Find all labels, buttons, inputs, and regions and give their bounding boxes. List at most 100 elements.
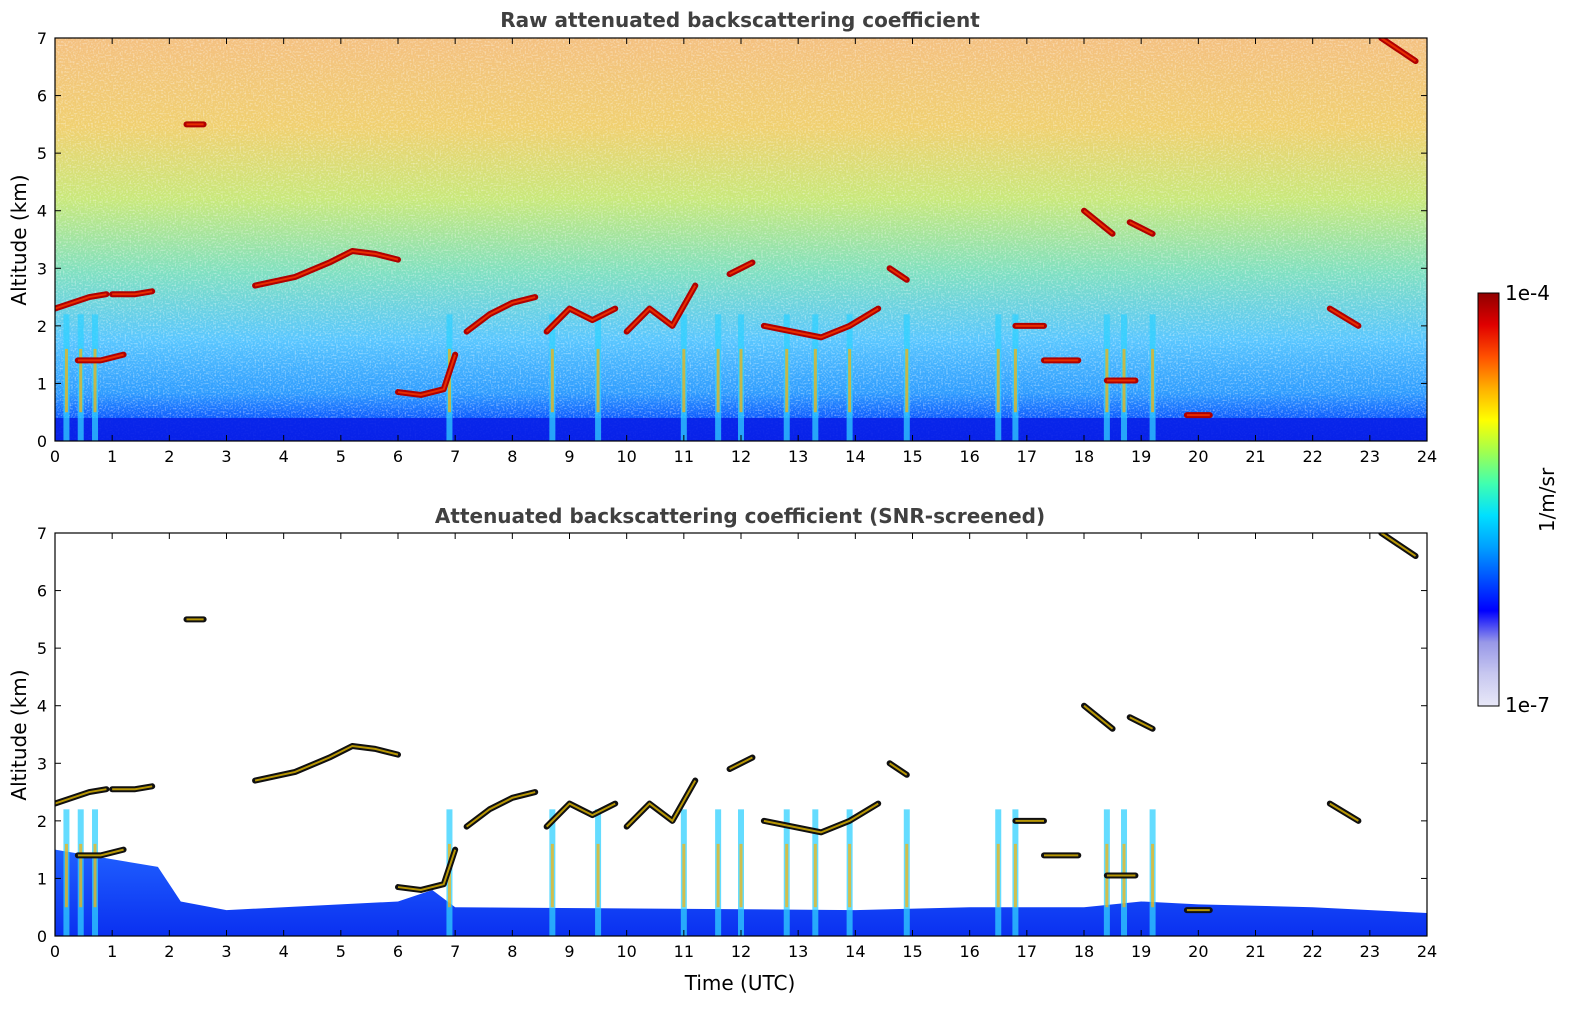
x-tick-label: 6	[393, 942, 403, 961]
fall-streak-core	[785, 348, 789, 413]
x-tick-label: 22	[1302, 447, 1322, 466]
fall-streak-core	[905, 843, 909, 908]
fall-streak-core	[596, 843, 600, 908]
cloud-layer-edge	[1329, 802, 1359, 822]
cloud-layer-edge	[889, 762, 908, 776]
x-tick-label: 0	[50, 447, 60, 466]
y-tick-label: 5	[37, 639, 47, 658]
x-tick-label: 22	[1302, 942, 1322, 961]
fall-streak-core	[716, 348, 720, 413]
fall-streak-core	[596, 348, 600, 413]
cloud-layer-edge	[1380, 533, 1417, 557]
y-tick-label: 3	[37, 754, 47, 773]
x-tick-label: 15	[902, 447, 922, 466]
fall-streak-core	[716, 843, 720, 908]
cloud-layer-edge	[254, 744, 399, 782]
fall-streak-core	[848, 348, 852, 413]
x-tick-label: 10	[616, 447, 636, 466]
fall-streak-core	[785, 843, 789, 908]
x-tick-label: 13	[788, 447, 808, 466]
y-tick-label: 4	[37, 202, 47, 221]
x-tick-label: 7	[450, 942, 460, 961]
x-tick-label: 9	[564, 447, 574, 466]
x-tick-label: 5	[336, 942, 346, 961]
x-tick-label: 4	[279, 942, 289, 961]
cloud-layer-edge	[1129, 716, 1154, 730]
panel1-ylabel: Altitude (km)	[7, 174, 31, 305]
panel2-xlabel: Time (UTC)	[684, 971, 796, 995]
x-tick-label: 4	[279, 447, 289, 466]
x-tick-label: 23	[1360, 942, 1380, 961]
x-tick-label: 24	[1417, 447, 1437, 466]
x-tick-label: 20	[1188, 942, 1208, 961]
cloud-layer-edge	[254, 249, 399, 287]
y-tick-label: 5	[37, 144, 47, 163]
fall-streak-core	[905, 348, 909, 413]
x-tick-label: 19	[1131, 942, 1151, 961]
fall-streak-core	[848, 843, 852, 908]
boundary-layer-region	[55, 849, 1427, 936]
panel2-ylabel: Altitude (km)	[7, 669, 31, 800]
cloud-layer-edge	[1380, 38, 1417, 62]
x-tick-label: 11	[674, 942, 694, 961]
x-tick-label: 5	[336, 447, 346, 466]
cloud-layer-edge	[112, 290, 153, 296]
x-tick-label: 15	[902, 942, 922, 961]
cloud-layer-edge	[763, 802, 879, 834]
x-tick-label: 16	[959, 942, 979, 961]
x-tick-label: 0	[50, 942, 60, 961]
cloud-layer-edge	[889, 267, 908, 281]
fall-streak-core	[64, 843, 68, 908]
x-tick-label: 20	[1188, 447, 1208, 466]
cloud-layer-edge	[763, 307, 879, 339]
x-tick-label: 8	[507, 942, 517, 961]
fall-streak-core	[93, 843, 97, 908]
cloud-layer-edge	[465, 296, 536, 333]
x-tick-label: 3	[221, 942, 231, 961]
fall-streak-core	[64, 348, 68, 413]
fall-streak-core	[79, 348, 83, 413]
fall-streak-core	[682, 843, 686, 908]
panel1-title: Raw attenuated backscattering coefficien…	[500, 8, 980, 32]
y-tick-label: 2	[37, 317, 47, 336]
x-tick-label: 10	[616, 942, 636, 961]
y-tick-label: 6	[37, 582, 47, 601]
y-tick-label: 1	[37, 869, 47, 888]
cloud-layer-edge	[55, 788, 107, 805]
cloud-layer-edge	[729, 756, 753, 770]
x-tick-label: 19	[1131, 447, 1151, 466]
fall-streak-core	[739, 843, 743, 908]
x-tick-label: 12	[731, 447, 751, 466]
cloud-layer-edge	[77, 353, 124, 362]
x-tick-label: 2	[164, 447, 174, 466]
x-tick-label: 21	[1245, 447, 1265, 466]
x-tick-label: 13	[788, 942, 808, 961]
cloud-layer-edge	[112, 785, 153, 791]
x-tick-label: 9	[564, 942, 574, 961]
y-tick-label: 6	[37, 87, 47, 106]
snr-screened-panel: Attenuated backscattering coefficient (S…	[7, 504, 1437, 995]
x-tick-label: 6	[393, 447, 403, 466]
y-tick-label: 7	[37, 524, 47, 543]
colorbar-min-label: 1e-7	[1505, 693, 1550, 717]
x-tick-label: 11	[674, 447, 694, 466]
cloud-layer-edge	[55, 293, 107, 310]
panel2-title: Attenuated backscattering coefficient (S…	[435, 504, 1045, 528]
fall-streak-core	[739, 348, 743, 413]
x-tick-label: 16	[959, 447, 979, 466]
x-tick-label: 1	[107, 942, 117, 961]
x-tick-label: 2	[164, 942, 174, 961]
y-tick-label: 0	[37, 927, 47, 946]
cloud-layer-edge	[465, 791, 536, 828]
cloud-layer-edge	[1083, 704, 1114, 730]
x-tick-label: 1	[107, 447, 117, 466]
x-tick-label: 21	[1245, 942, 1265, 961]
colorbar-unit-label: 1/m/sr	[1535, 467, 1559, 532]
x-tick-label: 12	[731, 942, 751, 961]
fall-streak-core	[93, 348, 97, 413]
colorbar: 1e-4 1e-7 1/m/sr	[1477, 281, 1559, 717]
y-tick-label: 7	[37, 29, 47, 48]
x-tick-label: 17	[1017, 942, 1037, 961]
x-tick-label: 24	[1417, 942, 1437, 961]
fall-streak-core	[996, 843, 1000, 908]
